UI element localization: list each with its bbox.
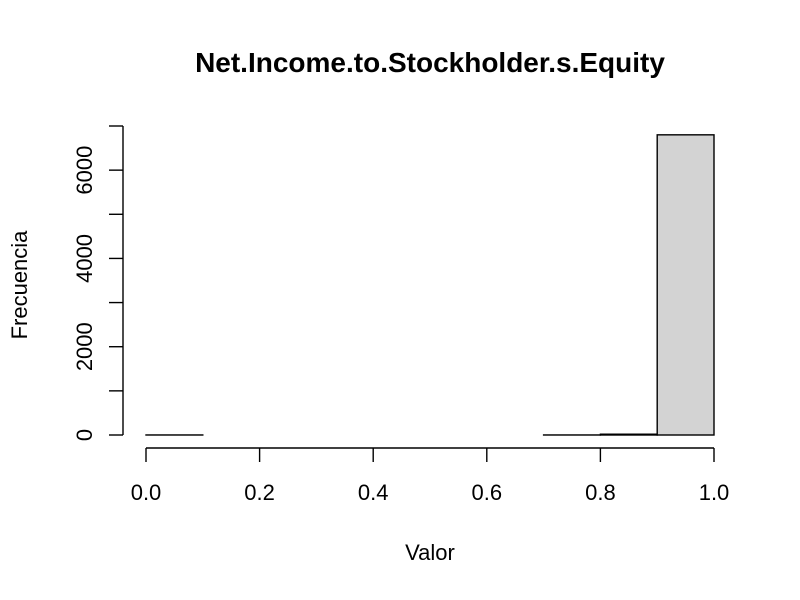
x-tick-label: 0.4 (358, 480, 389, 505)
x-tick-label: 1.0 (699, 480, 730, 505)
x-tick-label: 0.6 (472, 480, 503, 505)
chart-title: Net.Income.to.Stockholder.s.Equity (195, 47, 665, 78)
y-tick-label: 0 (72, 429, 97, 441)
x-axis: 0.0 0.2 0.4 0.6 0.8 1.0 (131, 447, 730, 505)
y-tick-label: 6000 (72, 146, 97, 195)
histogram-bar (599, 433, 658, 436)
y-tick-label: 4000 (72, 234, 97, 283)
y-tick-label: 2000 (72, 322, 97, 371)
y-axis-label: Frecuencia (7, 230, 32, 340)
x-axis-label: Valor (405, 540, 455, 565)
x-tick-label: 0.8 (585, 480, 616, 505)
x-tick-label: 0.2 (244, 480, 275, 505)
y-axis: 0 2000 4000 6000 (72, 125, 124, 441)
x-tick-label: 0.0 (131, 480, 162, 505)
bars-group (145, 134, 715, 436)
histogram-bar (656, 134, 715, 436)
